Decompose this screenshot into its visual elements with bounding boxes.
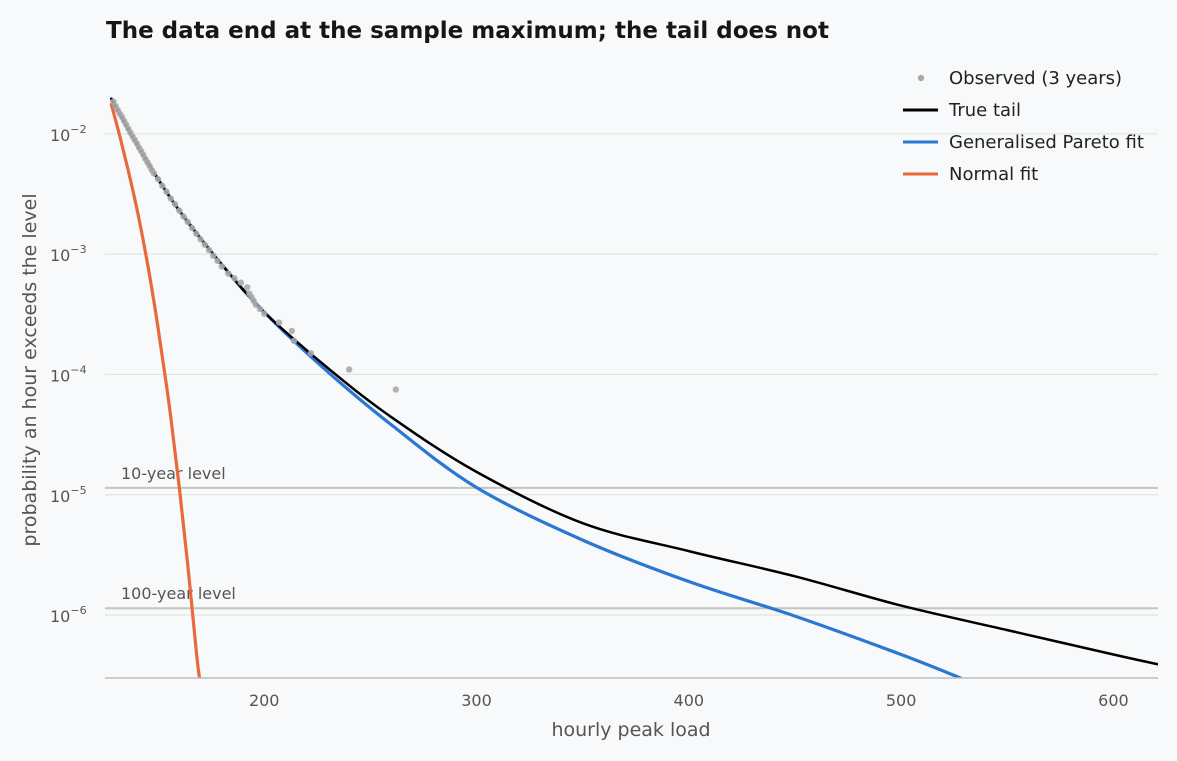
- legend: Observed (3 years) True tail Generalised P…: [903, 68, 1144, 185]
- observed-point: [244, 284, 251, 291]
- observed-point: [188, 224, 196, 232]
- y-tick-label: 10−3: [50, 243, 87, 265]
- observed-point: [345, 366, 353, 373]
- x-tick-label: 200: [249, 691, 280, 710]
- observed-point: [205, 246, 213, 254]
- observed-point: [171, 200, 179, 208]
- observed-point: [154, 175, 162, 183]
- x-tick-label: 400: [674, 691, 705, 710]
- observed-point: [176, 207, 183, 214]
- observed-point: [210, 252, 217, 259]
- observed-point: [197, 236, 204, 243]
- chart-title: The data end at the sample maximum; the …: [106, 18, 829, 44]
- x-axis-label: hourly peak load: [551, 719, 710, 741]
- plot-area: [109, 97, 1158, 678]
- observed-point: [231, 275, 238, 282]
- observed-point: [252, 301, 259, 308]
- observed-point: [392, 386, 400, 393]
- reference-line-label: 100-year level: [121, 584, 236, 603]
- observed-point: [237, 279, 245, 286]
- legend-label: Generalised Pareto fit: [949, 132, 1144, 153]
- x-tick-label: 600: [1098, 691, 1129, 710]
- legend-label: Observed (3 years): [949, 68, 1122, 89]
- axes: 10−2 10−3 10−4 10−5 10−6 200 300 400 500 600: [50, 123, 1158, 710]
- y-axis-label: probability an hour exceeds the level: [19, 193, 41, 546]
- series-line-normal-fit: [109, 103, 202, 678]
- observed-point: [288, 327, 296, 335]
- y-tick-label: 10−6: [50, 604, 87, 626]
- series-line-generalised-pareto-fit: [109, 97, 963, 678]
- legend-label: True tail: [948, 100, 1021, 121]
- observed-point: [150, 170, 158, 177]
- observed-point: [167, 195, 175, 202]
- y-tick-label: 10−5: [50, 484, 87, 506]
- observed-point: [201, 241, 208, 248]
- observed-point: [218, 263, 225, 270]
- observed-point: [256, 305, 264, 313]
- grid-lines: [105, 133, 1158, 616]
- observed-point: [163, 188, 170, 195]
- observed-point: [224, 270, 232, 277]
- y-tick-label: 10−4: [50, 363, 87, 385]
- x-tick-label: 500: [886, 691, 917, 710]
- observed-point: [307, 350, 315, 357]
- reference-line-label: 10-year level: [121, 464, 226, 483]
- observed-point: [214, 257, 221, 265]
- observed-point: [184, 218, 191, 226]
- observed-point: [290, 337, 298, 345]
- legend-label: Normal fit: [949, 164, 1038, 185]
- x-tick-label: 300: [461, 691, 492, 710]
- observed-point: [180, 213, 187, 220]
- observed-point: [261, 310, 268, 317]
- observed-point: [275, 319, 283, 326]
- legend-marker-observed: [917, 74, 925, 82]
- y-tick-label: 10−2: [50, 123, 87, 145]
- observed-point: [193, 230, 200, 237]
- observed-point: [159, 182, 166, 189]
- reference-lines: 10-year level 100-year level: [105, 464, 1158, 610]
